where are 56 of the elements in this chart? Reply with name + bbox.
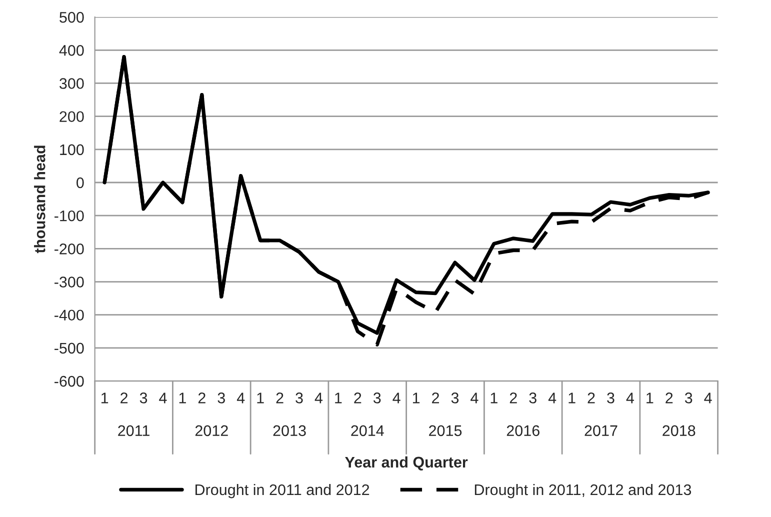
x-tick-label: 4 [159, 392, 167, 404]
x-tick-label: 2 [510, 392, 517, 404]
x-tick-label: 1 [646, 392, 654, 404]
y-tick-label: -500 [54, 342, 84, 354]
x-tick-label: 2 [666, 392, 673, 404]
x-tick-label: 1 [568, 392, 576, 404]
text: 2016 [506, 425, 540, 436]
y-tick-label: -300 [54, 276, 84, 288]
y-axis-title: thousand head [34, 146, 46, 254]
legend-label: Drought in 2011 and 2012 [196, 484, 370, 498]
x-tick-label: 2 [276, 392, 284, 404]
x-tick-label: 4 [470, 392, 478, 404]
text: 2017 [584, 425, 618, 436]
y-tick-label: -600 [54, 376, 84, 387]
text: 2015 [429, 425, 462, 436]
x-axis-title: Year and Quarter [345, 456, 468, 470]
y-tick-label: 400 [59, 45, 84, 56]
x-tick-label: 4 [626, 392, 634, 404]
x-tick-label: 4 [236, 392, 245, 404]
x-tick-label: 2 [198, 392, 206, 404]
y-tick-label: 0 [76, 177, 84, 188]
y-tick-label: -400 [54, 310, 84, 321]
x-tick-label: 1 [490, 392, 498, 404]
x-tick-label: 3 [529, 392, 536, 404]
x-tick-label: 3 [218, 392, 225, 404]
x-tick-label: 2 [354, 392, 362, 404]
x-tick-label: 4 [704, 392, 712, 404]
text: 2014 [351, 425, 384, 436]
x-tick-label: 1 [257, 392, 264, 404]
x-tick-label: 1 [335, 392, 342, 404]
y-tick-label: -200 [54, 244, 84, 254]
text: 2011 [118, 425, 150, 436]
y-tick-label: 300 [60, 78, 84, 89]
x-tick-label: 4 [392, 392, 400, 404]
x-tick-label: 3 [140, 392, 148, 404]
text: 2013 [273, 425, 306, 436]
x-tick-label: 2 [588, 392, 595, 404]
x-tick-label: 3 [684, 392, 692, 404]
x-tick-label: 2 [432, 392, 439, 404]
x-tick-label: 3 [373, 392, 381, 404]
legend-label: Drought in 2011, 2012 and 2013 [474, 484, 692, 498]
y-tick-label: 100 [60, 144, 84, 156]
x-tick-label: 4 [314, 392, 323, 404]
x-tick-label: 1 [101, 392, 108, 404]
x-tick-label: 1 [412, 392, 420, 404]
x-tick-label: 3 [451, 392, 459, 404]
text: 2012 [195, 425, 228, 436]
x-tick-label: 4 [548, 392, 556, 404]
x-tick-label: 3 [296, 392, 303, 404]
y-tick-label: 200 [60, 111, 84, 122]
x-tick-label: 1 [179, 392, 186, 404]
y-tick-label: -100 [54, 210, 84, 222]
x-tick-label: 3 [607, 392, 614, 404]
x-tick-label: 2 [120, 392, 128, 404]
text: 2018 [662, 425, 696, 436]
y-tick-label: 500 [60, 12, 84, 23]
